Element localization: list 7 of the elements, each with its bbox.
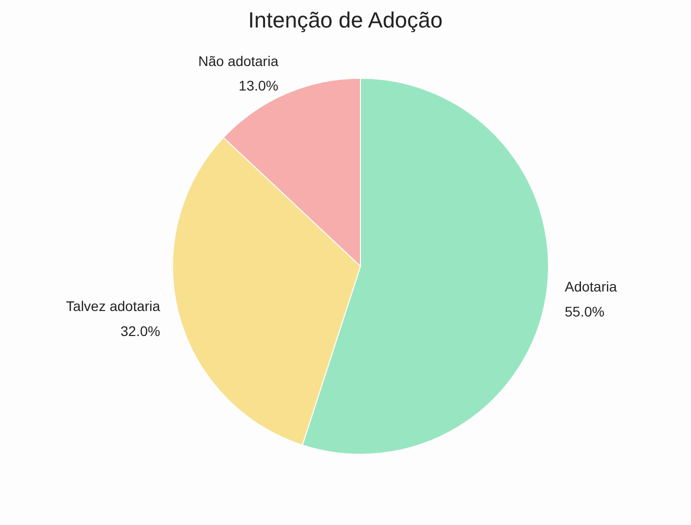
chart-title: Intenção de Adoção <box>248 8 443 32</box>
slice-label: Não adotaria <box>198 52 279 69</box>
slice-label: Adotaria <box>564 278 618 295</box>
data-label: 13.0% <box>238 78 278 94</box>
data-label: 32.0% <box>120 322 160 339</box>
slice-label: Talvez adotaria <box>66 298 160 314</box>
data-label: 55.0% <box>564 304 604 320</box>
